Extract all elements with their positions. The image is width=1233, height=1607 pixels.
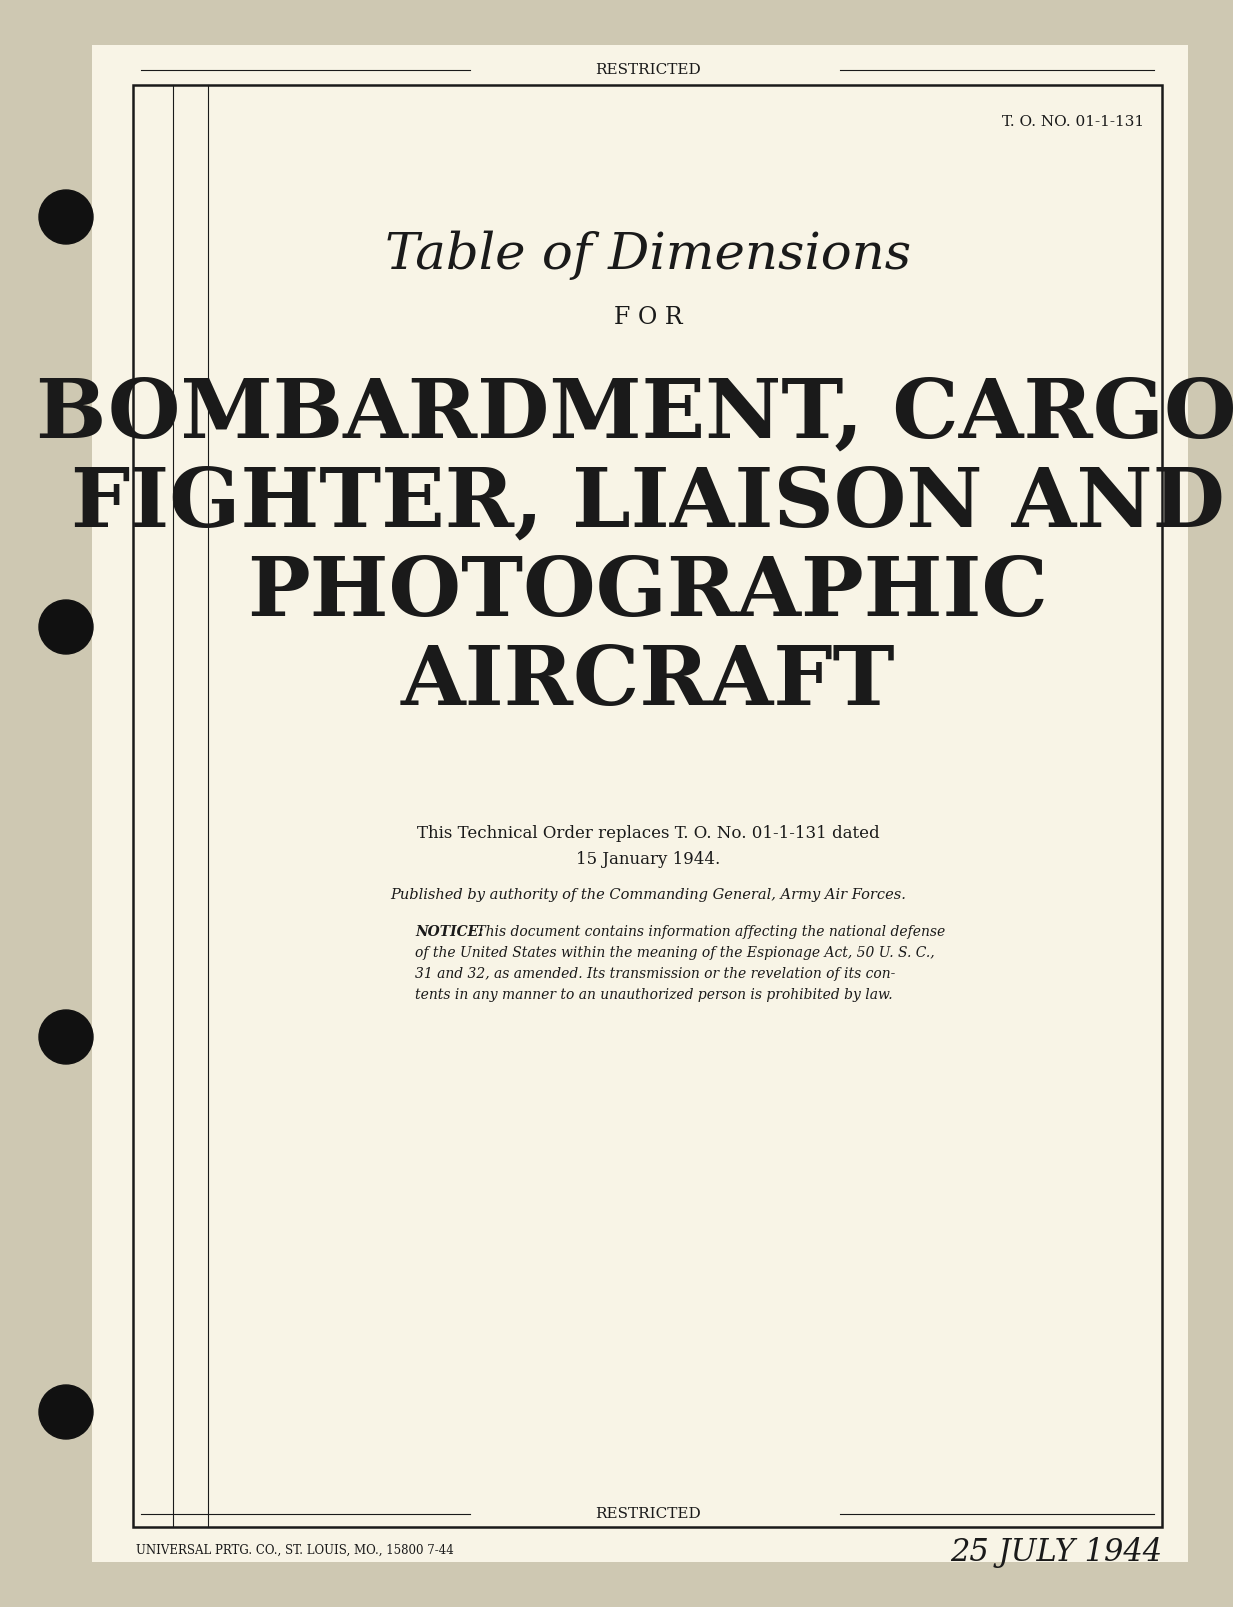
Text: UNIVERSAL PRTG. CO., ST. LOUIS, MO., 15800 7-44: UNIVERSAL PRTG. CO., ST. LOUIS, MO., 158… xyxy=(136,1543,454,1557)
Text: This Technical Order replaces T. O. No. 01-1-131 dated: This Technical Order replaces T. O. No. … xyxy=(417,826,879,842)
Text: BOMBARDMENT, CARGO,: BOMBARDMENT, CARGO, xyxy=(36,374,1233,455)
Text: PHOTOGRAPHIC: PHOTOGRAPHIC xyxy=(248,553,1048,633)
Circle shape xyxy=(39,190,92,244)
Text: F O R: F O R xyxy=(614,305,682,328)
Bar xyxy=(92,45,1189,1562)
Text: tents in any manner to an unauthorized person is prohibited by law.: tents in any manner to an unauthorized p… xyxy=(416,988,893,1003)
Circle shape xyxy=(39,599,92,654)
Text: Published by authority of the Commanding General, Army Air Forces.: Published by authority of the Commanding… xyxy=(390,889,906,902)
Text: 31 and 32, as amended. Its transmission or the revelation of its con-: 31 and 32, as amended. Its transmission … xyxy=(416,967,895,980)
Text: 25 JULY 1944: 25 JULY 1944 xyxy=(949,1538,1161,1568)
Text: of the United States within the meaning of the Espionage Act, 50 U. S. C.,: of the United States within the meaning … xyxy=(416,947,935,959)
Text: RESTRICTED: RESTRICTED xyxy=(596,63,700,77)
Text: This document contains information affecting the national defense: This document contains information affec… xyxy=(472,926,946,938)
Text: T. O. NO. 01-1-131: T. O. NO. 01-1-131 xyxy=(1002,116,1144,129)
Text: RESTRICTED: RESTRICTED xyxy=(596,1507,700,1520)
Text: AIRCRAFT: AIRCRAFT xyxy=(401,643,895,722)
Text: Table of Dimensions: Table of Dimensions xyxy=(385,230,911,280)
Text: 15 January 1944.: 15 January 1944. xyxy=(576,850,720,868)
Circle shape xyxy=(39,1011,92,1064)
Text: NOTICE:: NOTICE: xyxy=(416,926,483,938)
Circle shape xyxy=(39,1385,92,1438)
Text: FIGHTER, LIAISON AND: FIGHTER, LIAISON AND xyxy=(72,464,1224,545)
Bar xyxy=(133,85,1161,1527)
